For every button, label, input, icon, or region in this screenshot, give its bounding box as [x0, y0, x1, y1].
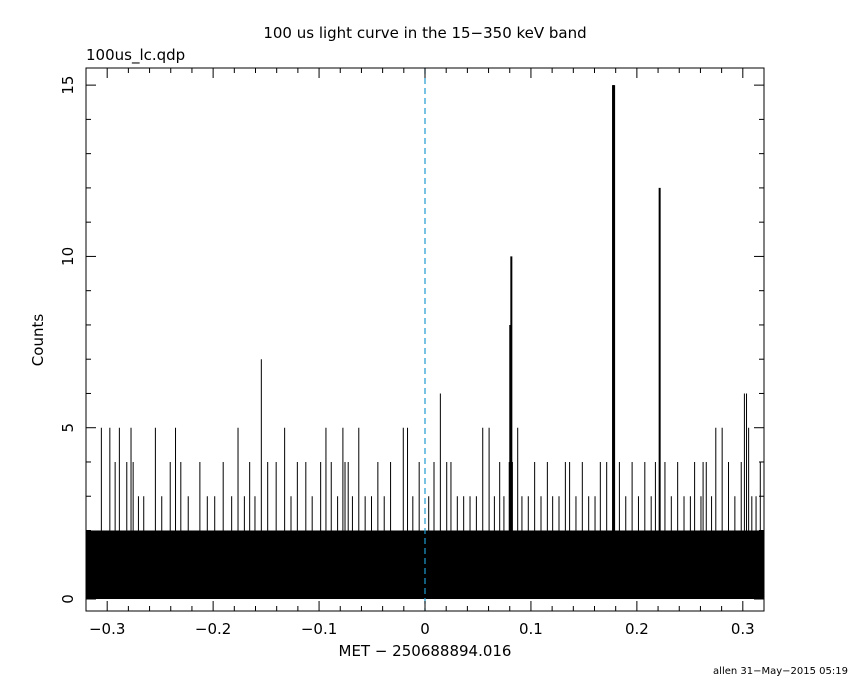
x-tick-label-4: 0.1	[519, 620, 543, 638]
footer-stamp: allen 31−May−2015 05:19	[713, 666, 848, 677]
file-label: 100us_lc.qdp	[86, 46, 185, 65]
x-tick-label-0: −0.3	[89, 620, 125, 638]
x-tick-labels: −0.3 −0.2 −0.1 0 0.1 0.2 0.3	[89, 620, 755, 638]
y-tick-label-1: 5	[59, 423, 77, 433]
x-axis-label: MET − 250688894.016	[339, 642, 512, 660]
chart-title: 100 us light curve in the 15−350 keV ban…	[263, 24, 586, 42]
y-tick-label-3: 15	[59, 76, 77, 95]
plot-frame	[85, 67, 765, 612]
x-tick-label-2: −0.1	[301, 620, 337, 638]
y-tick-labels: 0 5 10 15	[59, 76, 77, 604]
y-tick-label-0: 0	[59, 594, 77, 604]
y-tick-label-2: 10	[59, 247, 77, 266]
x-tick-label-5: 0.2	[625, 620, 649, 638]
y-axis-label: Counts	[29, 314, 47, 367]
x-tick-label-3: 0	[420, 620, 430, 638]
x-tick-label-1: −0.2	[195, 620, 231, 638]
x-tick-label-6: 0.3	[731, 620, 755, 638]
